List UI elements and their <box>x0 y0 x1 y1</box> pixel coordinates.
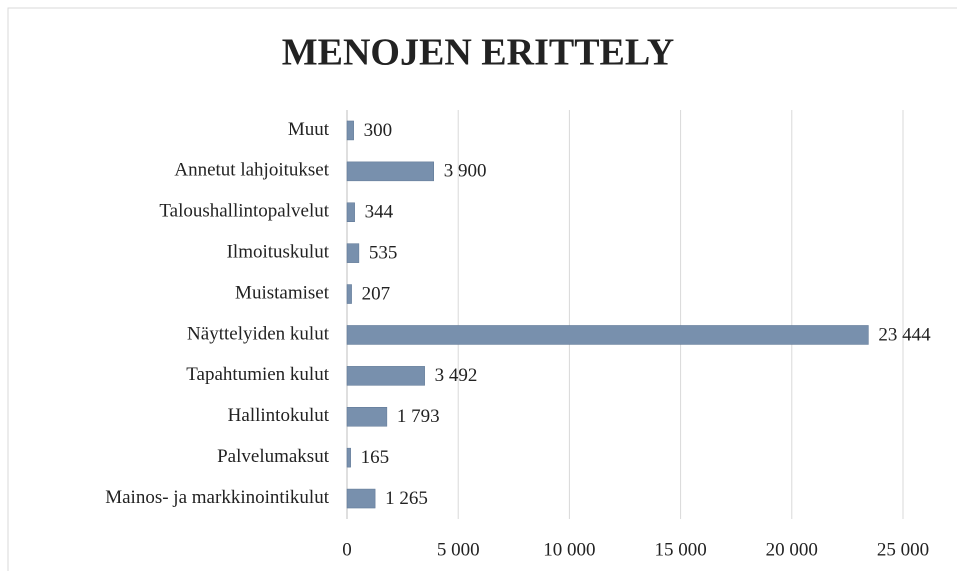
data-label: 3 492 <box>435 365 478 386</box>
y-tick-label: Näyttelyiden kulut <box>187 323 330 344</box>
y-tick-label: Mainos- ja markkinointikulut <box>105 487 329 508</box>
x-tick-label: 10 000 <box>543 539 595 560</box>
y-tick-label: Taloushallintopalvelut <box>159 201 329 222</box>
y-tick-label: Palvelumaksut <box>217 446 330 467</box>
bar <box>346 161 434 182</box>
y-tick-label: Muut <box>288 119 330 140</box>
data-label: 1 793 <box>397 406 440 427</box>
x-tick-label: 20 000 <box>766 539 818 560</box>
bar <box>346 284 352 304</box>
x-tick-label: 5 000 <box>437 539 480 560</box>
data-label: 3 900 <box>444 161 487 182</box>
y-tick-label: Annetut lahjoitukset <box>174 160 329 181</box>
data-label: 165 <box>361 447 390 468</box>
data-label: 300 <box>364 120 393 141</box>
bar <box>346 488 376 509</box>
data-label: 1 265 <box>385 488 428 509</box>
chart-title: MENOJEN ERITTELY <box>282 32 674 74</box>
bar <box>346 243 360 263</box>
y-tick-label: Ilmoituskulut <box>227 242 330 263</box>
x-tick-label: 15 000 <box>654 539 706 560</box>
bar <box>346 120 354 141</box>
data-label: 344 <box>365 202 394 223</box>
y-tick-label: Tapahtumien kulut <box>186 364 329 385</box>
data-label: 535 <box>369 243 398 264</box>
bar <box>346 366 425 386</box>
bar <box>346 325 869 345</box>
x-tick-label: 0 <box>342 539 352 560</box>
bar <box>346 447 351 468</box>
x-tick-label: 25 000 <box>877 539 929 560</box>
bar <box>346 407 388 427</box>
bar <box>346 202 355 222</box>
data-label: 23 444 <box>878 324 931 345</box>
y-tick-label: Hallintokulut <box>228 405 330 426</box>
chart-border <box>7 7 957 571</box>
y-tick-label: Muistamiset <box>235 282 330 303</box>
data-label: 207 <box>362 283 391 304</box>
